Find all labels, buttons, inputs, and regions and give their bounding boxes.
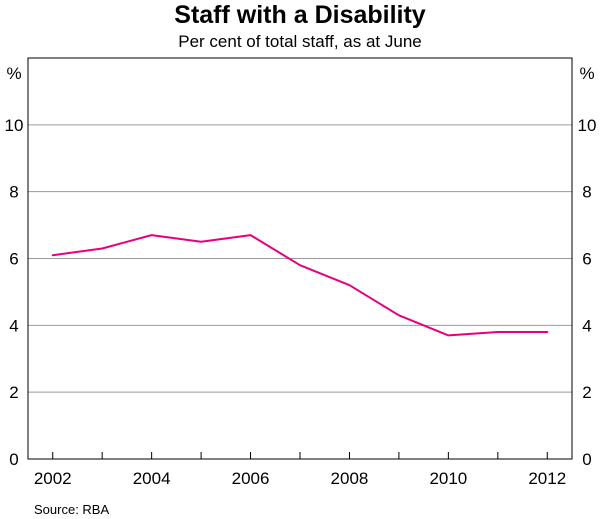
gridlines [28, 124, 572, 393]
y-tick-label-left: 0 [9, 450, 18, 469]
y-tick-label-left: 6 [9, 250, 18, 269]
y-tick-label-left: 10 [5, 116, 24, 135]
y-tick-label-left: 4 [9, 316, 18, 335]
y-tick-label-right: 6 [582, 250, 591, 269]
y-tick-label-right: 0 [582, 450, 591, 469]
y-tick-label-right: 10 [578, 116, 597, 135]
y-tick-label-left: 8 [9, 183, 18, 202]
y-unit-left: % [6, 64, 21, 83]
y-tick-label-right: 8 [582, 183, 591, 202]
y-tick-label-left: 2 [9, 383, 18, 402]
y-tick-label-right: 4 [582, 316, 591, 335]
source-note: Source: RBA [34, 502, 109, 517]
chart-subtitle: Per cent of total staff, as at June [178, 32, 422, 51]
x-tick-label: 2006 [232, 469, 270, 488]
series-layer [51, 234, 549, 337]
x-tick-label: 2002 [34, 469, 72, 488]
y-tick-label-right: 2 [582, 383, 591, 402]
x-tick-label: 2008 [331, 469, 369, 488]
chart-title: Staff with a Disability [174, 1, 426, 29]
x-tick-marks [52, 452, 548, 459]
y-unit-right: % [579, 64, 594, 83]
x-tick-label: 2012 [528, 469, 566, 488]
x-tick-label: 2010 [429, 469, 467, 488]
tick-labels: 0 0 2 2 4 4 6 6 8 8 10 10 2002 2004 2006 2008 2010 2012 [5, 116, 597, 488]
x-tick-label: 2004 [133, 469, 171, 488]
series-line [51, 234, 549, 337]
